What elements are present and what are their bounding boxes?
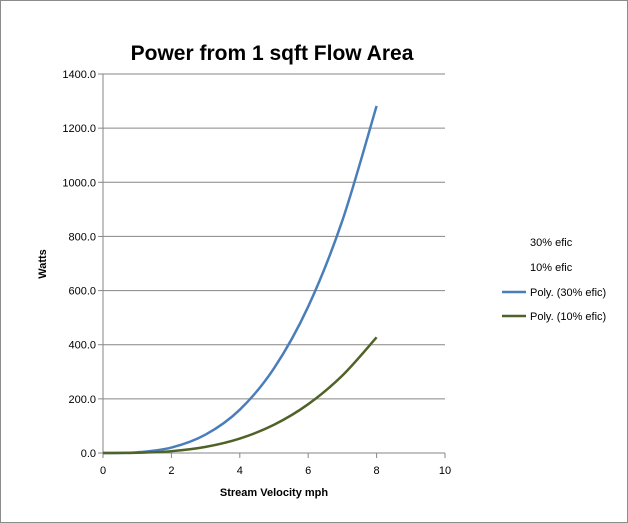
y-tick-label: 200.0: [68, 394, 96, 406]
y-tick-label: 1200.0: [62, 123, 96, 135]
y-axis-title: Watts: [37, 249, 49, 279]
x-axis-title: Stream Velocity mph: [220, 487, 328, 499]
x-tick-label: 8: [374, 465, 380, 477]
x-tick-label: 4: [237, 465, 243, 477]
series-group: [102, 105, 378, 455]
x-tick-label: 2: [168, 465, 174, 477]
legend-label: 10% efic: [530, 262, 573, 274]
legend: 30% efic 10% efic Poly. (30% efic) Poly. (1…: [502, 237, 606, 323]
series-line-10-pct: [102, 336, 378, 455]
y-tick-label: 1400.0: [62, 69, 96, 81]
x-tick-label: 0: [100, 465, 106, 477]
gridlines: [103, 73, 445, 400]
axis-ticks: [98, 73, 446, 458]
legend-label: Poly. (30% efic): [530, 287, 606, 299]
y-tick-label: 0.0: [81, 448, 96, 460]
chart-title: Power from 1 sqft Flow Area: [131, 42, 414, 65]
y-tick-label: 1000.0: [62, 177, 96, 189]
y-tick-label: 400.0: [68, 340, 96, 352]
y-tick-label: 800.0: [68, 231, 96, 243]
tick-labels: 0.0 200.0 400.0 600.0 800.0 1000.0 1200.0 1400.…: [62, 69, 451, 477]
x-tick-label: 10: [439, 465, 451, 477]
x-tick-label: 6: [305, 465, 311, 477]
y-tick-label: 600.0: [68, 286, 96, 298]
legend-label: 30% efic: [530, 237, 573, 249]
series-line-30-pct: [102, 105, 378, 455]
legend-label: Poly. (10% efic): [530, 311, 606, 323]
